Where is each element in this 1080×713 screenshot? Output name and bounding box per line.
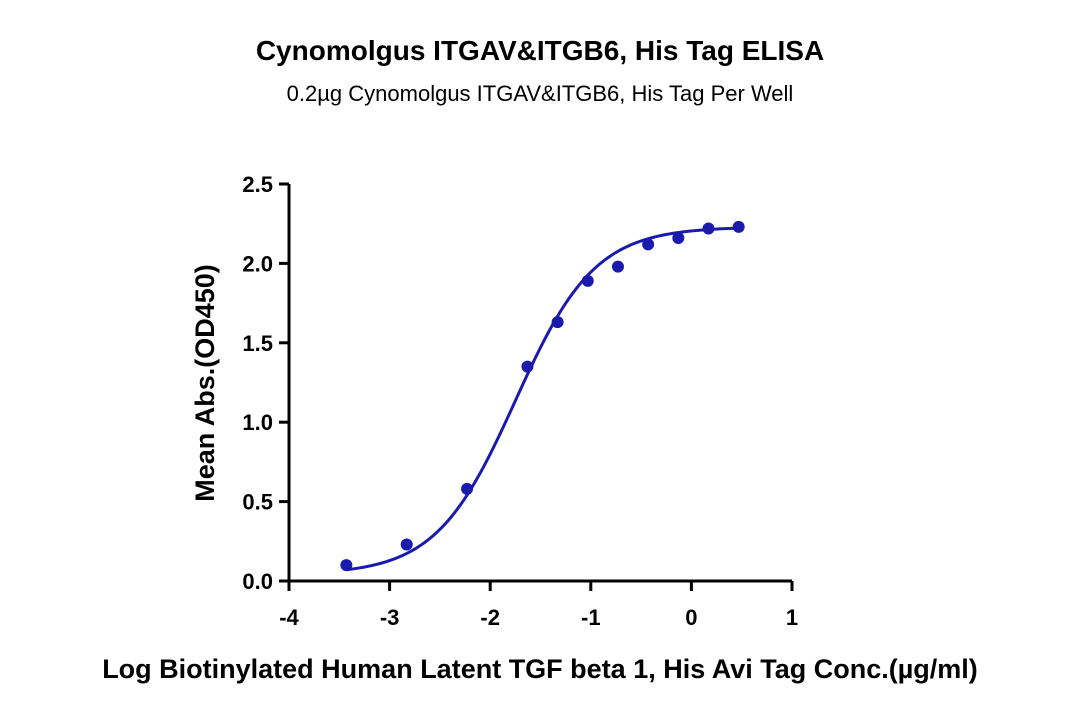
data-point [702, 222, 715, 235]
data-points [340, 220, 745, 572]
data-point [642, 238, 655, 251]
chart-title: Cynomolgus ITGAV&ITGB6, His Tag ELISA [256, 35, 824, 66]
y-tick-label: 2.0 [242, 251, 273, 276]
y-tick-label: 1.5 [242, 331, 273, 356]
y-tick-label: 2.5 [242, 172, 273, 197]
x-axis-label: Log Biotinylated Human Latent TGF beta 1… [102, 654, 978, 684]
x-tick-label: 0 [685, 605, 697, 630]
y-axis-label: Mean Abs.(OD450) [190, 264, 220, 502]
data-point [551, 316, 564, 329]
axes [287, 184, 792, 583]
x-tick-label: 1 [786, 605, 798, 630]
data-point [732, 220, 745, 233]
y-tick-label: 0.5 [242, 490, 273, 515]
y-tick-label: 1.0 [242, 410, 273, 435]
data-point [611, 260, 624, 273]
data-point [461, 482, 474, 495]
data-point [400, 538, 413, 551]
y-tick-label: 0.0 [242, 569, 273, 594]
ticks: 0.0 0.5 1.0 1.5 2.0 2.5 -4 -3 -2 -1 0 1 [242, 172, 798, 630]
data-point [340, 559, 353, 572]
x-tick-label: -2 [480, 605, 500, 630]
x-tick-label: -3 [380, 605, 400, 630]
data-point [581, 274, 594, 287]
data-point [521, 360, 534, 373]
chart-subtitle: 0.2µg Cynomolgus ITGAV&ITGB6, His Tag Pe… [287, 81, 794, 106]
fit-curve-layer [346, 226, 739, 572]
fit-curve [346, 226, 739, 572]
x-tick-label: -4 [279, 605, 299, 630]
data-point [672, 231, 685, 244]
x-tick-label: -1 [581, 605, 601, 630]
